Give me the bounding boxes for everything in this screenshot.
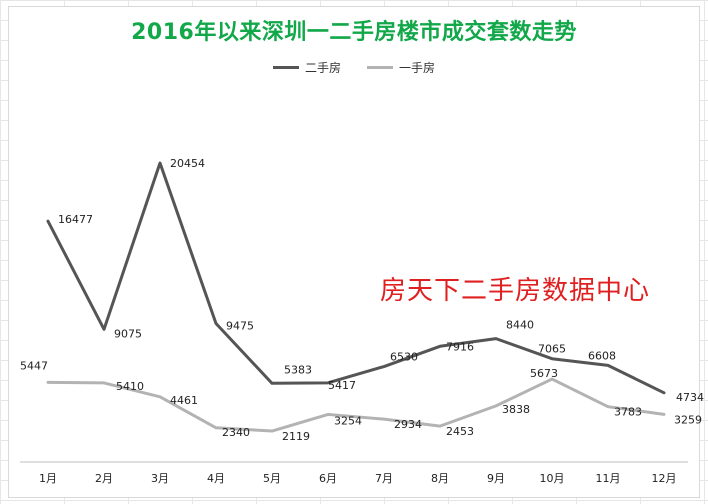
x-tick-label: 3月 xyxy=(151,472,169,485)
data-label: 2119 xyxy=(282,430,310,443)
legend-item-new-home: 一手房 xyxy=(367,59,435,76)
x-tick-label: 7月 xyxy=(375,472,393,485)
legend-label-new-home: 一手房 xyxy=(399,61,436,75)
legend-swatch-new-home xyxy=(367,66,393,69)
data-label: 4461 xyxy=(170,394,198,407)
data-label: 3783 xyxy=(614,406,642,419)
legend-label-second-hand: 二手房 xyxy=(304,61,341,75)
x-tick-label: 8月 xyxy=(431,472,449,485)
x-tick-label: 5月 xyxy=(263,472,281,485)
x-tick-label: 6月 xyxy=(319,472,337,485)
data-label: 3838 xyxy=(502,403,530,416)
data-label: 8440 xyxy=(506,319,534,332)
data-label: 6608 xyxy=(588,349,616,362)
watermark-text: 房天下二手房数据中心 xyxy=(380,276,651,306)
data-label: 5673 xyxy=(530,367,558,380)
x-tick-label: 1月 xyxy=(39,472,57,485)
x-tick-label: 11月 xyxy=(596,472,621,485)
data-label: 5417 xyxy=(328,379,356,392)
data-label: 9475 xyxy=(226,319,254,332)
data-label: 20454 xyxy=(170,157,205,170)
data-label: 5447 xyxy=(20,359,48,372)
x-tick-label: 2月 xyxy=(95,472,113,485)
data-label: 2340 xyxy=(222,426,250,439)
series-line-new-home xyxy=(46,377,666,433)
x-tick-label: 12月 xyxy=(652,472,677,485)
data-label: 3259 xyxy=(674,413,702,426)
data-label: 7916 xyxy=(446,340,474,353)
data-label: 2934 xyxy=(394,418,422,431)
data-label: 16477 xyxy=(58,213,93,226)
data-label: 3254 xyxy=(334,414,362,427)
legend-item-second-hand: 二手房 xyxy=(272,59,341,76)
chart-title: 2016年以来深圳一二手房楼市成交套数走势 xyxy=(131,20,577,45)
x-tick-label: 10月 xyxy=(540,472,565,485)
x-tick-label: 4月 xyxy=(207,472,225,485)
data-label: 2453 xyxy=(446,425,474,438)
series-line-second-hand xyxy=(46,161,666,395)
data-label: 9075 xyxy=(114,327,142,340)
x-tick-label: 9月 xyxy=(487,472,505,485)
legend-swatch-second-hand xyxy=(272,66,299,69)
data-label: 5383 xyxy=(284,363,312,376)
data-label: 5410 xyxy=(116,380,144,393)
data-label: 6530 xyxy=(390,351,418,364)
legend: 二手房 一手房 xyxy=(0,59,708,76)
data-label: 4734 xyxy=(676,391,704,404)
data-label: 7065 xyxy=(538,343,566,356)
